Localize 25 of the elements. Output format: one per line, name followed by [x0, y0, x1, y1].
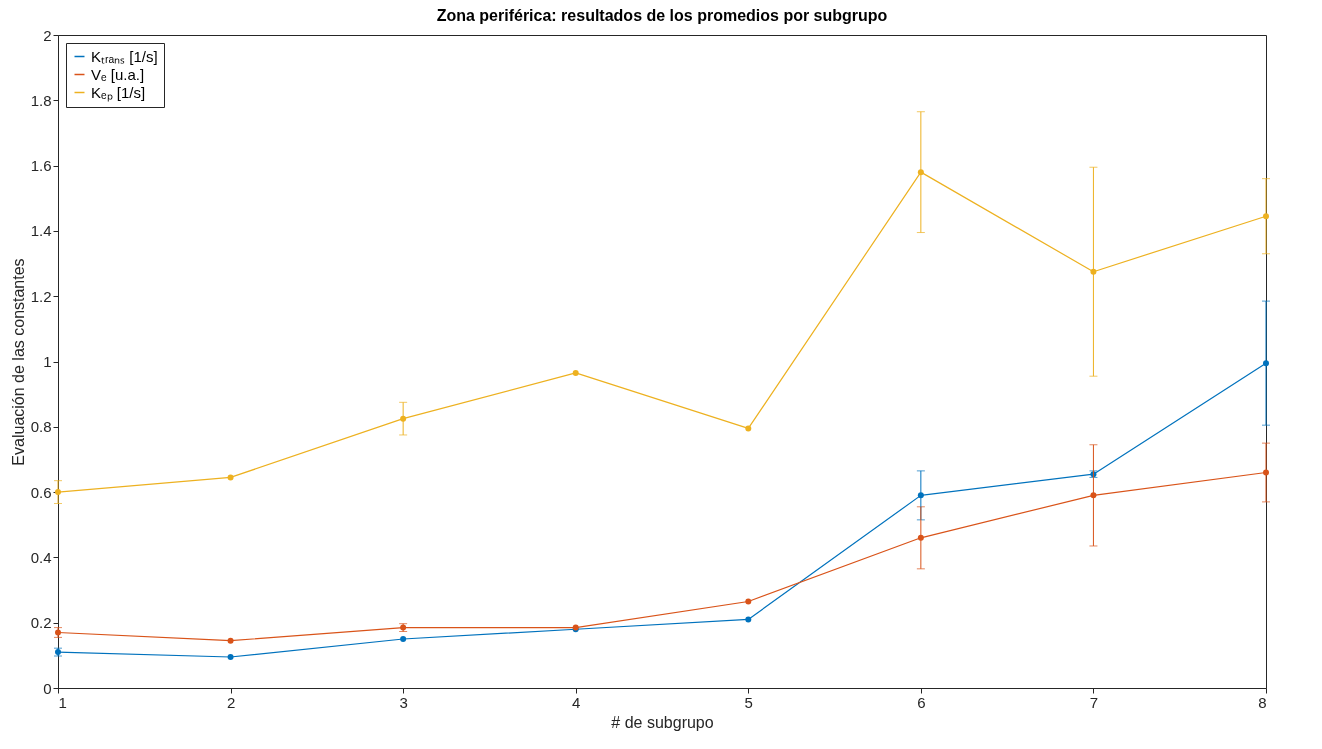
x-tick-label: 6 [917, 693, 926, 711]
y-tick-label: 0.6 [30, 483, 52, 501]
x-tick-label: 2 [226, 693, 236, 711]
x-tick-label: 4 [572, 693, 581, 711]
y-tick-label: 1.2 [30, 287, 52, 305]
legend-label: Kₑₚ [1/s] [91, 83, 146, 102]
x-tick-label: 8 [1258, 693, 1267, 711]
legend-label: Vₑ [u.a.] [91, 65, 145, 83]
legend-label: Kₜᵣₐₙₛ [1/s] [91, 47, 158, 65]
y-tick-label: 0.4 [30, 548, 52, 566]
y-tick-label: 1.8 [30, 91, 52, 109]
y-tick-label: 1 [43, 353, 52, 370]
y-tick-label: 0 [43, 679, 52, 697]
y-tick-label: 2 [43, 26, 52, 44]
y-tick-label: 1.6 [30, 157, 52, 175]
x-tick-label: 3 [399, 693, 408, 711]
y-tick-label: 0.8 [30, 418, 52, 436]
x-tick-label: 7 [1089, 693, 1099, 711]
x-tick-label: 1 [58, 693, 67, 711]
x-axis-title: # de subgrupo [611, 713, 714, 731]
x-tick-label: 5 [744, 693, 753, 711]
chart-title: Zona periférica: resultados de los promedios por subgrupo [436, 7, 888, 24]
y-tick-label: 0.2 [30, 614, 52, 632]
y-axis-title: Evaluación de las constantes [9, 258, 27, 466]
y-tick-label: 1.4 [30, 222, 52, 240]
